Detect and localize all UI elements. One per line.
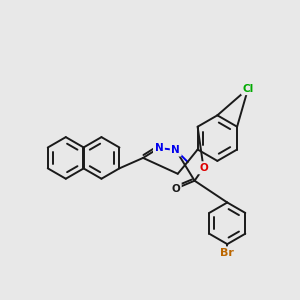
Text: Br: Br [220, 248, 234, 258]
Text: O: O [199, 163, 208, 173]
Text: N: N [171, 145, 180, 155]
Text: N: N [154, 143, 163, 153]
Text: Cl: Cl [242, 84, 254, 94]
Text: O: O [171, 184, 180, 194]
